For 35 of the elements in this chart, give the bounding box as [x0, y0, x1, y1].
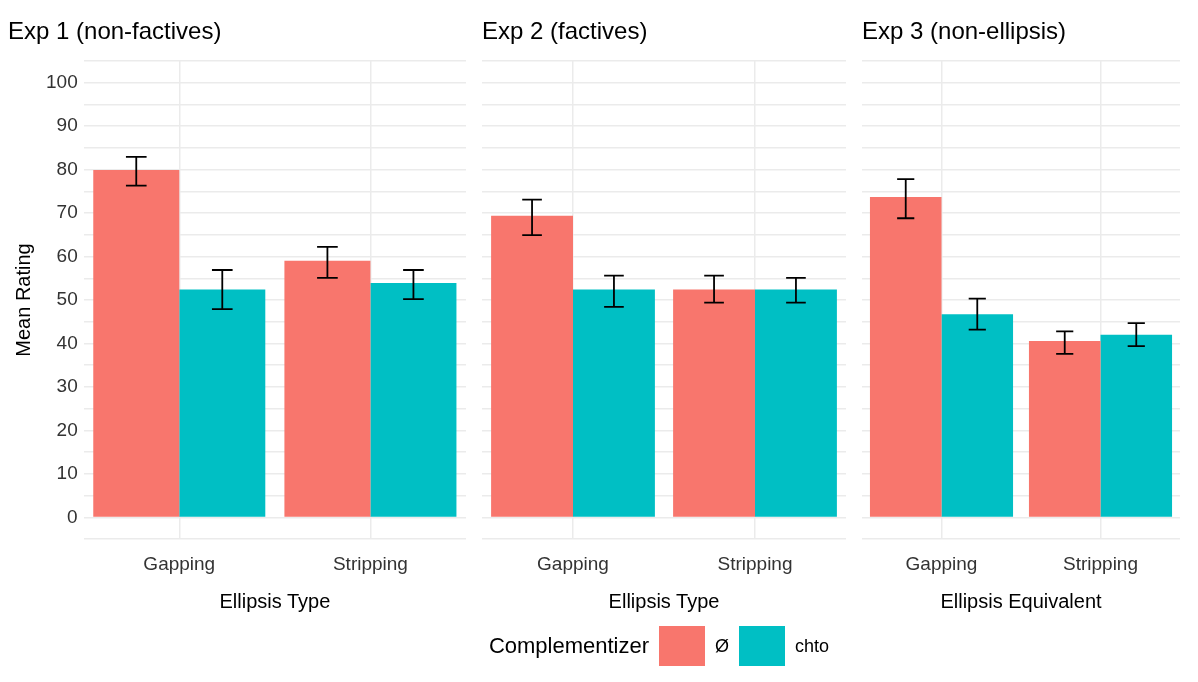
chart-title: Exp 3 (non-ellipsis) — [862, 17, 1067, 45]
bar — [179, 289, 266, 517]
y-tick-label: 10 — [56, 462, 78, 484]
y-tick-label: 40 — [56, 331, 78, 353]
bar — [370, 283, 457, 517]
bar — [941, 314, 1014, 517]
legend-label: chto — [795, 635, 830, 657]
y-tick-label: 30 — [56, 375, 78, 397]
x-axis-title: Ellipsis Equivalent — [940, 589, 1103, 612]
chart-title: Exp 1 (non-factives) — [8, 17, 222, 45]
legend-title: Complementizer — [488, 633, 650, 659]
y-tick-label: 100 — [46, 70, 78, 92]
x-tick-label: Stripping — [332, 552, 408, 574]
x-axis-title: Ellipsis Type — [608, 589, 720, 612]
bar — [93, 169, 180, 517]
y-tick-label: 50 — [56, 288, 78, 310]
legend-label: Ø — [715, 635, 730, 657]
x-tick-label: Gapping — [905, 552, 978, 574]
x-tick-label: Gapping — [537, 552, 609, 574]
bar — [284, 260, 371, 517]
x-tick-label: Stripping — [1063, 552, 1138, 574]
y-tick-label: 90 — [56, 114, 78, 136]
bar — [1028, 340, 1101, 517]
y-tick-label: 60 — [56, 244, 78, 266]
bar — [1100, 334, 1173, 517]
y-tick-label: 70 — [56, 201, 78, 223]
y-tick-label: 20 — [56, 418, 78, 440]
bar — [869, 196, 942, 517]
x-axis-title: Ellipsis Type — [219, 589, 331, 612]
y-tick-label: 80 — [56, 157, 78, 179]
y-tick-label: 0 — [67, 505, 78, 527]
x-tick-label: Gapping — [143, 552, 216, 574]
x-tick-label: Stripping — [717, 552, 793, 574]
chart-title: Exp 2 (factives) — [482, 17, 648, 45]
y-axis-title: Mean Rating — [11, 243, 34, 357]
